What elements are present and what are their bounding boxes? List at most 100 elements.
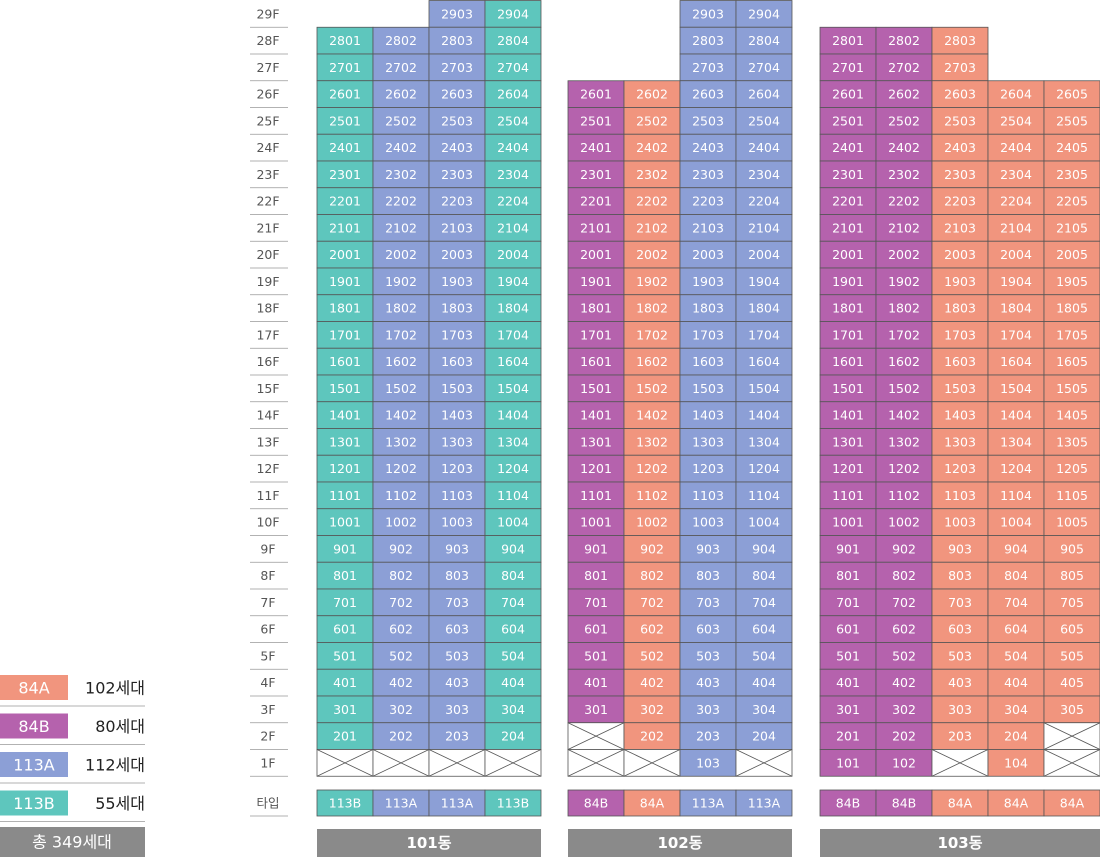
unit-cell — [679, 53, 737, 82]
unit-number: 1601 — [329, 354, 361, 369]
unit-number: 505 — [1060, 648, 1084, 663]
unit-number: 2304 — [748, 167, 780, 182]
unit-cell — [623, 133, 681, 162]
unit-number: 1503 — [441, 381, 473, 396]
floor-label: 6F — [260, 622, 275, 637]
unit-cell — [735, 561, 793, 590]
unit-number: 1303 — [944, 434, 976, 449]
unit-number: 1904 — [748, 274, 780, 289]
unit-cell — [1043, 240, 1100, 269]
unit-number: 2404 — [1000, 140, 1032, 155]
unit-number: 2105 — [1056, 220, 1088, 235]
unit-number: 2402 — [385, 140, 417, 155]
unit-number: 2004 — [497, 247, 529, 262]
unit-cell — [316, 508, 374, 536]
unit-number: 2604 — [497, 87, 529, 102]
unit-number: 703 — [445, 595, 469, 610]
unit-cell — [316, 374, 374, 403]
unit-cell — [316, 214, 374, 242]
unit-cell — [735, 80, 793, 108]
unit-cell — [1043, 374, 1100, 403]
unit-cell — [484, 722, 542, 750]
unit-number: 2702 — [385, 60, 417, 75]
unit-number: 2301 — [329, 167, 361, 182]
unit-cell — [819, 588, 877, 617]
unit-number: 204 — [501, 729, 525, 744]
unit-cell — [372, 722, 430, 750]
unit-cell — [875, 561, 933, 590]
unit-number: 602 — [640, 622, 664, 637]
unit-cell — [735, 535, 793, 563]
legend-swatch — [0, 790, 68, 816]
unit-number: 503 — [445, 648, 469, 663]
unit-number: 2802 — [888, 33, 920, 48]
unit-cell — [623, 642, 681, 670]
unit-number: 2203 — [692, 194, 724, 209]
unit-number: 804 — [1004, 568, 1028, 583]
unit-number: 1203 — [944, 461, 976, 476]
unit-number: 701 — [584, 595, 608, 610]
unit-number: 2703 — [441, 60, 473, 75]
unit-cell — [735, 133, 793, 162]
unit-number: 2802 — [385, 33, 417, 48]
unit-number: 1101 — [580, 488, 612, 503]
unit-number: 1701 — [329, 327, 361, 342]
unit-number: 1803 — [441, 301, 473, 316]
unit-number: 2503 — [441, 113, 473, 128]
unit-cell — [372, 428, 430, 456]
floor-label: 10F — [256, 515, 279, 530]
unit-number: 2605 — [1056, 87, 1088, 102]
unit-number: 2501 — [580, 113, 612, 128]
unit-cell — [679, 481, 737, 510]
unit-number: 903 — [445, 541, 469, 556]
unit-number: 2903 — [441, 6, 473, 21]
unit-number: 104 — [1004, 755, 1028, 770]
unit-number: 402 — [892, 675, 916, 690]
unit-number: 2201 — [580, 194, 612, 209]
unit-cell — [316, 561, 374, 590]
unit-number: 1703 — [441, 327, 473, 342]
unit-cell — [484, 695, 542, 724]
unit-number: 805 — [1060, 568, 1084, 583]
unit-number: 1001 — [329, 515, 361, 530]
unit-number: 1205 — [1056, 461, 1088, 476]
unit-number: 702 — [892, 595, 916, 610]
unit-number: 904 — [1004, 541, 1028, 556]
unit-number: 804 — [752, 568, 776, 583]
unit-number: 201 — [333, 729, 357, 744]
floor-label: 16F — [256, 354, 279, 369]
unit-number: 1303 — [692, 434, 724, 449]
unit-number: 802 — [389, 568, 413, 583]
unit-number: 2704 — [748, 60, 780, 75]
unit-cell — [1043, 668, 1100, 697]
unit-number: 2101 — [832, 220, 864, 235]
unit-number: 2102 — [636, 220, 668, 235]
unit-number: 2001 — [832, 247, 864, 262]
unit-cell — [623, 668, 681, 697]
unit-cell — [484, 80, 542, 108]
unit-cell — [931, 481, 989, 510]
unit-cell — [567, 668, 625, 697]
unit-number: 101 — [836, 755, 860, 770]
unit-number: 2403 — [944, 140, 976, 155]
unit-cell — [623, 107, 681, 135]
unit-number: 501 — [836, 648, 860, 663]
unit-cell — [875, 722, 933, 750]
unit-cell — [428, 267, 486, 296]
unit-number: 1801 — [580, 301, 612, 316]
unit-number: 801 — [836, 568, 860, 583]
unit-cell — [623, 374, 681, 403]
unit-number: 2001 — [580, 247, 612, 262]
unit-cell — [1043, 401, 1100, 429]
unit-cell — [735, 53, 793, 82]
unit-cell — [1043, 267, 1100, 296]
unit-number: 2704 — [497, 60, 529, 75]
unit-cell — [372, 267, 430, 296]
unit-cell — [567, 267, 625, 296]
unit-cell — [875, 615, 933, 643]
unit-cell — [484, 133, 542, 162]
unit-cell — [735, 668, 793, 697]
unit-number: 1603 — [692, 354, 724, 369]
unit-number: 2502 — [888, 113, 920, 128]
